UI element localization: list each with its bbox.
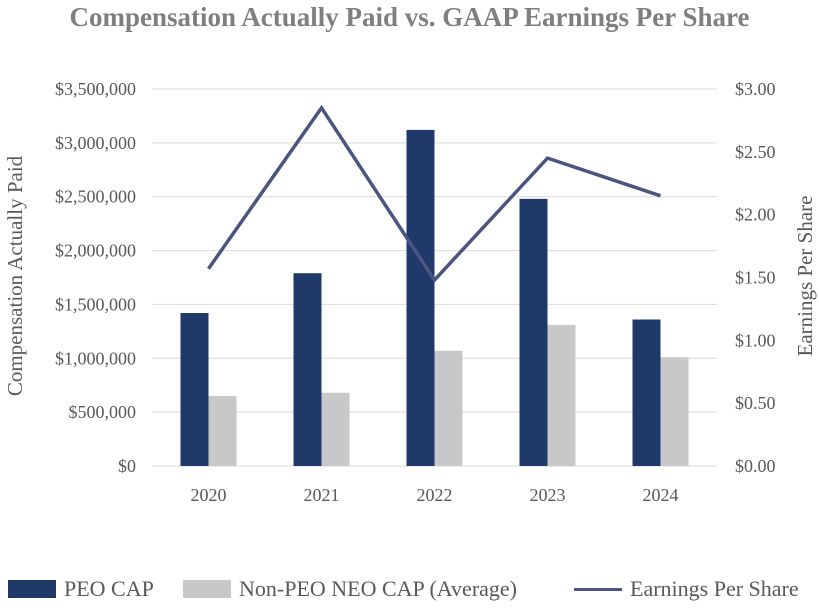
- left-tick-label: $3,500,000: [55, 79, 136, 99]
- right-axis-title: Earnings Per Share: [793, 196, 817, 357]
- legend-label-peo-cap: PEO CAP: [64, 576, 154, 601]
- right-tick-label: $1.00: [735, 330, 776, 350]
- legend: PEO CAP Non-PEO NEO CAP (Average) Earnin…: [0, 576, 819, 610]
- left-tick-label: $2,500,000: [55, 187, 136, 207]
- x-tick-label: 2020: [191, 485, 227, 505]
- left-tick-label: $2,000,000: [55, 241, 136, 261]
- legend-swatch-non-peo: [183, 580, 231, 598]
- x-tick-label: 2022: [417, 485, 453, 505]
- left-tick-label: $0: [118, 456, 136, 476]
- legend-swatch-eps: [574, 587, 622, 591]
- x-axis-ticks: 2020 2021 2022 2023 2024: [191, 485, 679, 505]
- left-tick-label: $1,000,000: [55, 348, 136, 368]
- bar-non-peo-neo-cap-2022: [434, 350, 463, 466]
- bar-non-peo-neo-cap-2020: [208, 395, 237, 466]
- bar-non-peo-neo-cap-2023: [547, 324, 576, 466]
- right-tick-label: $2.50: [735, 142, 776, 162]
- bar-peo-cap-2020: [180, 313, 209, 466]
- legend-label-eps: Earnings Per Share: [630, 576, 799, 601]
- left-axis-ticks: $0 $500,000 $1,000,000 $1,500,000 $2,000,000…: [55, 79, 136, 476]
- plot-area: $0 $500,000 $1,000,000 $1,500,000 $2,000,000…: [3, 79, 817, 505]
- legend-swatch-peo-cap: [8, 580, 56, 598]
- right-tick-label: $3.00: [735, 79, 776, 99]
- right-axis-ticks: $0.00 $0.50 $1.00 $1.50 $2.00 $2.50 $3.00: [735, 79, 776, 476]
- x-tick-label: 2021: [304, 485, 340, 505]
- x-tick-label: 2023: [530, 485, 566, 505]
- bar-peo-cap-2022: [406, 129, 435, 466]
- legend-label-non-peo: Non-PEO NEO CAP (Average): [239, 576, 517, 601]
- bar-peo-cap-2023: [519, 198, 548, 466]
- legend-item-eps: Earnings Per Share: [574, 576, 799, 602]
- legend-item-non-peo: Non-PEO NEO CAP (Average): [183, 576, 517, 602]
- left-tick-label: $1,500,000: [55, 294, 136, 314]
- bars: [180, 129, 689, 466]
- eps-line: [207, 104, 662, 283]
- left-axis-title: Compensation Actually Paid: [3, 155, 27, 396]
- chart-title: Compensation Actually Paid vs. GAAP Earn…: [69, 2, 750, 32]
- x-tick-label: 2024: [643, 485, 679, 505]
- left-tick-label: $3,000,000: [55, 133, 136, 153]
- bar-non-peo-neo-cap-2024: [660, 357, 689, 466]
- left-tick-label: $500,000: [69, 402, 137, 422]
- bar-peo-cap-2021: [293, 273, 322, 466]
- bar-peo-cap-2024: [632, 319, 661, 466]
- right-tick-label: $0.00: [735, 456, 776, 476]
- right-tick-label: $1.50: [735, 268, 776, 288]
- right-tick-label: $2.00: [735, 205, 776, 225]
- legend-item-peo-cap: PEO CAP: [8, 576, 154, 602]
- bar-non-peo-neo-cap-2021: [321, 392, 350, 466]
- right-tick-label: $0.50: [735, 393, 776, 413]
